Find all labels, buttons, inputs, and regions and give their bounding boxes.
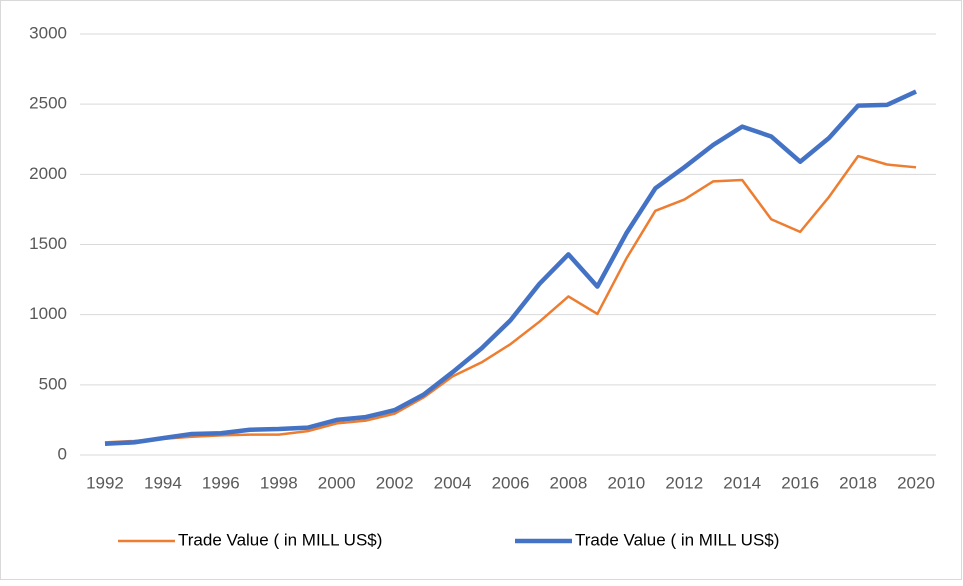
x-tick-label: 2006 [492,473,530,492]
x-tick-label: 1996 [202,473,240,492]
y-tick-label: 1500 [29,234,67,253]
x-tick-label: 2010 [607,473,645,492]
x-tick-label: 1994 [144,473,182,492]
x-tick-label: 2002 [376,473,414,492]
x-tick-label: 1998 [260,473,298,492]
y-tick-label: 1000 [29,304,67,323]
x-tick-label: 2004 [434,473,472,492]
y-tick-label: 2500 [29,94,67,113]
x-tick-label: 2020 [897,473,935,492]
y-tick-label: 3000 [29,23,67,42]
y-tick-label: 0 [58,444,67,463]
x-tick-label: 2014 [723,473,761,492]
x-tick-label: 2018 [839,473,877,492]
x-tick-label: 2000 [318,473,356,492]
x-tick-label: 1992 [86,473,124,492]
series-line [104,89,917,447]
legend-label: Trade Value ( in MILL US$) [178,530,382,549]
legend: Trade Value ( in MILL US$) Trade Value ( … [118,530,779,549]
series-line [104,154,917,444]
x-tick-label: 2016 [781,473,819,492]
x-tick-label: 2012 [665,473,703,492]
y-tick-label: 500 [39,374,67,393]
x-tick-label: 2008 [550,473,588,492]
y-tick-label: 2000 [29,164,67,183]
legend-label: Trade Value ( in MILL US$) [575,530,779,549]
